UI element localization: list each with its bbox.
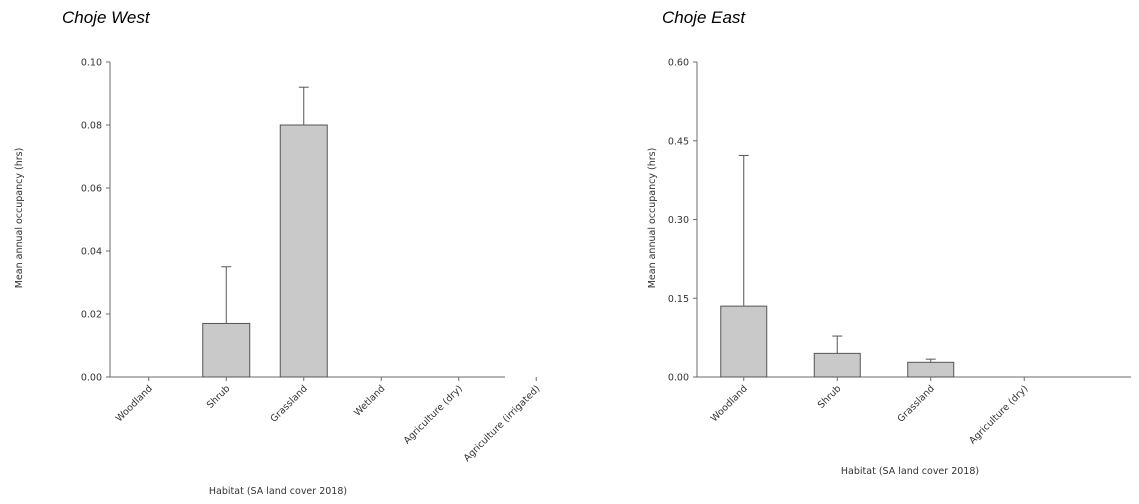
y-tick-label: 0.08 xyxy=(81,121,102,132)
bar xyxy=(813,352,861,378)
x-tick-label: Woodland xyxy=(709,383,750,424)
x-tick-label: Grassland xyxy=(269,383,310,424)
y-tick-label: 0.02 xyxy=(81,310,102,321)
y-tick-label: 0.10 xyxy=(81,58,102,69)
x-tick-label: Wetland xyxy=(352,383,387,418)
x-tick-label: Grassland xyxy=(896,383,937,424)
bar xyxy=(907,361,955,378)
x-tick-label: Agriculture (irrigated) xyxy=(462,383,543,464)
plot-area: 0.00 0.15 0.30 0.45 0.60 Woodland Shrub Grassla… xyxy=(668,58,1131,446)
y-axis-label: Mean annual occupancy (hrs) xyxy=(647,148,658,289)
x-tick-label: Agriculture (dry) xyxy=(967,383,1030,446)
y-tick-label: 0.45 xyxy=(668,136,689,147)
chart-title: Choje East xyxy=(662,8,746,27)
y-tick-label: 0.00 xyxy=(81,373,102,384)
y-tick-label: 0.15 xyxy=(668,294,689,305)
plot-area: 0.00 0.02 0.04 0.06 0.08 0.10 Woodland Shrub Gra… xyxy=(81,58,543,464)
y-tick-label: 0.60 xyxy=(668,58,689,69)
y-tick-label: 0.06 xyxy=(81,184,102,195)
chart-title: Choje West xyxy=(62,8,151,27)
x-axis-label: Habitat (SA land cover 2018) xyxy=(209,486,347,497)
x-tick-label: Woodland xyxy=(114,383,155,424)
chart-panel-choje-east: Choje East Mean annual occupancy (hrs) H… xyxy=(647,8,1131,477)
y-tick-label: 0.00 xyxy=(668,373,689,384)
y-tick-label: 0.04 xyxy=(81,247,102,258)
chart-panel-choje-west: Choje West Mean annual occupancy (hrs) H… xyxy=(14,8,542,497)
bar xyxy=(202,322,251,378)
x-tick-label: Agriculture (dry) xyxy=(402,383,465,446)
x-tick-label: Shrub xyxy=(816,383,844,411)
bar xyxy=(279,124,328,378)
bar xyxy=(720,305,768,378)
y-axis-label: Mean annual occupancy (hrs) xyxy=(14,148,25,289)
x-tick-label: Shrub xyxy=(205,383,233,411)
y-tick-label: 0.30 xyxy=(668,215,689,226)
x-axis-label: Habitat (SA land cover 2018) xyxy=(841,466,979,477)
